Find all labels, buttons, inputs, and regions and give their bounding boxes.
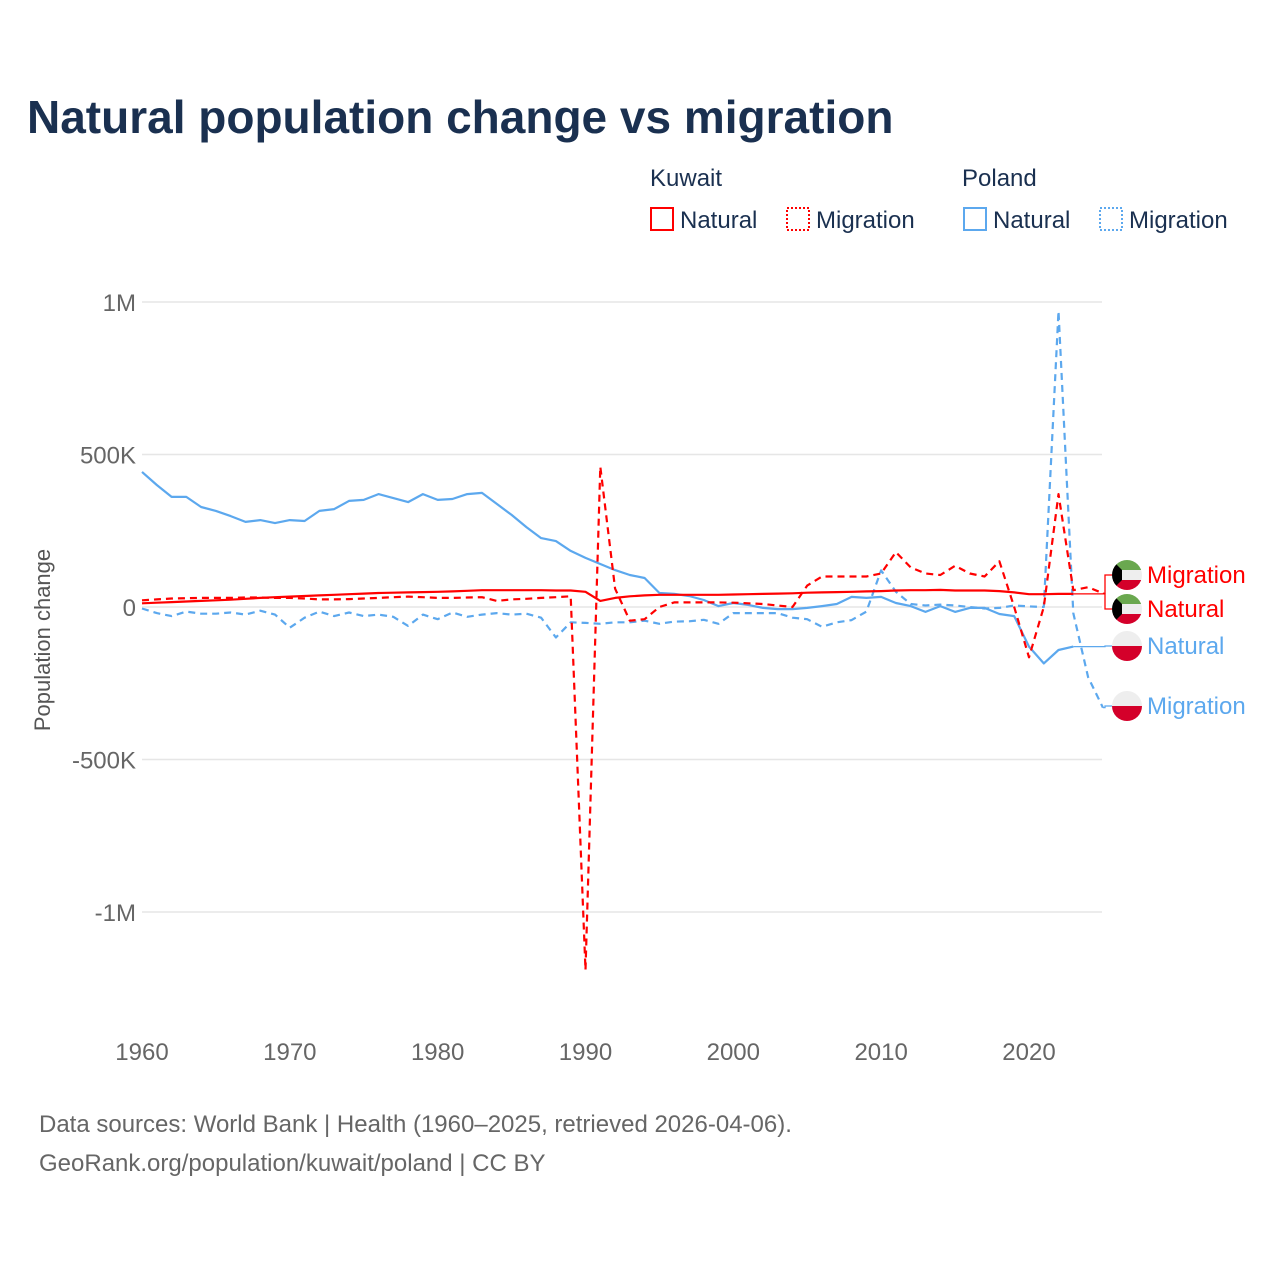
kuwait-flag-icon [1112, 594, 1142, 624]
label-connector [1073, 645, 1112, 648]
legend-label-kuwait-migration[interactable]: Migration [816, 207, 915, 234]
poland-natural-line [141, 471, 1074, 665]
source-line-1: Data sources: World Bank | Health (1960–… [39, 1111, 792, 1138]
poland-flag-icon [1112, 691, 1142, 721]
y-tick-label: -500K [72, 748, 136, 775]
y-tick-label: 1M [103, 290, 136, 317]
kuwait-natural-end-label: Natural [1147, 596, 1224, 623]
x-tick-label: 2020 [1002, 1039, 1055, 1066]
label-connector [1073, 593, 1112, 610]
grid: 1M 500K 0 -500K -1M 1960 1970 1980 1990 2000 2010 2… [72, 290, 1102, 1066]
x-tick-label: 1970 [263, 1039, 316, 1066]
series-lines [141, 310, 1104, 972]
legend-group-poland: Poland [962, 165, 1037, 192]
poland-migration-end-label: Migration [1147, 693, 1246, 720]
x-tick-label: 1980 [411, 1039, 464, 1066]
legend-swatch-poland-migration [1099, 207, 1123, 231]
legend-label-poland-migration[interactable]: Migration [1129, 207, 1228, 234]
legend-swatch-kuwait-natural [650, 207, 674, 231]
kuwait-flag-icon [1112, 560, 1142, 590]
y-tick-label: 0 [123, 595, 136, 622]
label-connector [1102, 705, 1112, 709]
x-tick-label: 1960 [115, 1039, 168, 1066]
x-tick-label: 2000 [707, 1039, 760, 1066]
legend-label-poland-natural[interactable]: Natural [993, 207, 1070, 234]
kuwait-natural-line [141, 588, 1074, 605]
legend: Kuwait Poland Natural Migration Natural … [650, 165, 1228, 234]
x-tick-label: 2010 [854, 1039, 907, 1066]
kuwait-migration-line [141, 465, 1104, 972]
poland-flag-icon [1112, 631, 1142, 661]
y-tick-label: -1M [95, 900, 136, 927]
y-axis-label: Population change [30, 549, 55, 731]
legend-label-kuwait-natural[interactable]: Natural [680, 207, 757, 234]
legend-swatch-poland-natural [963, 207, 987, 231]
poland-migration-line [141, 310, 1104, 709]
source-link[interactable]: GeoRank.org/population/kuwait/poland | C… [39, 1150, 546, 1177]
end-labels: Natural Migration Natural Migration [1073, 560, 1246, 721]
legend-group-kuwait: Kuwait [650, 165, 722, 192]
y-tick-label: 500K [80, 443, 136, 470]
poland-natural-end-label: Natural [1147, 633, 1224, 660]
label-connector [1102, 574, 1112, 594]
kuwait-migration-end-label: Migration [1147, 562, 1246, 589]
chart-title: Natural population change vs migration [27, 91, 893, 143]
x-tick-label: 1990 [559, 1039, 612, 1066]
legend-swatch-kuwait-migration [786, 207, 810, 231]
